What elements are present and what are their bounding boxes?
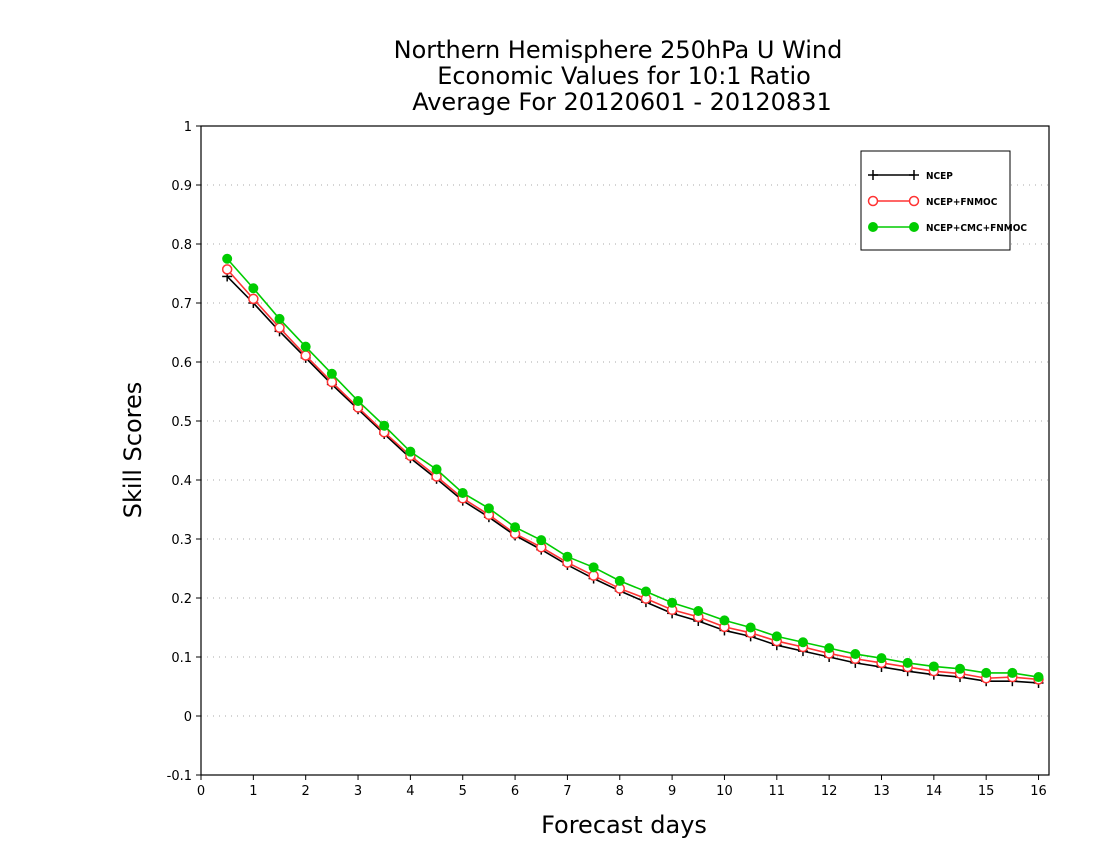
- open-circle-marker: [248, 293, 259, 305]
- gridlines: [201, 184, 1049, 717]
- filled-circle-marker: [483, 503, 494, 514]
- y-tick-label: 0.4: [171, 474, 192, 489]
- series-line: [226, 275, 1039, 684]
- filled-circle-marker: [824, 643, 835, 654]
- filled-circle-marker: [719, 615, 730, 626]
- series-line: [226, 258, 1039, 678]
- series-line: [226, 268, 1039, 681]
- filled-circle-marker: [1033, 672, 1044, 683]
- filled-circle-marker: [536, 535, 547, 546]
- filled-circle-marker: [248, 283, 259, 294]
- filled-circle-marker: [981, 667, 992, 678]
- open-circle-marker: [221, 264, 233, 275]
- series-ncep-fnmoc: [221, 264, 1044, 685]
- legend-entry: NCEP: [868, 170, 953, 182]
- y-axis-label: Skill Scores: [119, 382, 147, 519]
- x-tick-label: 3: [354, 784, 362, 799]
- x-tick-label: 11: [769, 784, 786, 799]
- y-tick-label: -0.1: [167, 769, 192, 784]
- filled-circle-marker: [510, 522, 521, 533]
- open-circle-marker: [908, 195, 920, 207]
- x-tick-label: 7: [563, 784, 571, 799]
- y-tick-label: 0: [184, 710, 192, 725]
- filled-circle-marker: [562, 551, 573, 562]
- x-tick-label: 9: [668, 784, 676, 799]
- filled-circle-marker: [667, 597, 678, 608]
- y-tick-label: 0.3: [171, 533, 192, 548]
- y-tick-label: 0.6: [171, 356, 192, 371]
- x-tick-label: 15: [978, 784, 995, 799]
- filled-circle-marker: [379, 420, 390, 431]
- filled-circle-marker: [868, 222, 878, 232]
- open-circle-marker: [274, 322, 285, 334]
- filled-circle-marker: [457, 487, 468, 498]
- y-tick-label: 0.1: [171, 651, 192, 666]
- y-tick-label: 1: [184, 120, 192, 135]
- filled-circle-marker: [614, 575, 625, 586]
- filled-circle-marker: [222, 253, 233, 264]
- title-line-2: Economic Values for 10:1 Ratio: [437, 62, 811, 90]
- legend-label: NCEP: [926, 171, 953, 182]
- x-tick-label: 16: [1030, 784, 1047, 799]
- open-circle-marker: [867, 195, 879, 207]
- legend-label: NCEP+CMC+FNMOC: [926, 223, 1027, 234]
- title-line-3: Average For 20120601 - 20120831: [412, 88, 832, 116]
- chart-title: Northern Hemisphere 250hPa U Wind Econom…: [394, 36, 843, 116]
- x-tick-label: 14: [926, 784, 943, 799]
- filled-circle-marker: [909, 222, 919, 232]
- filled-circle-marker: [588, 562, 599, 573]
- y-tick-label: 0.5: [171, 415, 192, 430]
- x-tick-label: 2: [302, 784, 310, 799]
- x-axis-label: Forecast days: [541, 811, 707, 839]
- plus-marker: [909, 170, 919, 180]
- filled-circle-marker: [326, 368, 337, 379]
- y-tick-label: 0.8: [171, 238, 192, 253]
- filled-circle-marker: [274, 313, 285, 324]
- open-circle-marker: [300, 350, 311, 361]
- filled-circle-marker: [928, 661, 939, 672]
- legend-entry: NCEP+FNMOC: [867, 195, 998, 208]
- legend: NCEP NCEP+FNMOC NCEP+CMC+FNMOC: [860, 150, 1027, 251]
- filled-circle-marker: [405, 446, 416, 457]
- x-tick-label: 10: [716, 784, 733, 799]
- filled-circle-marker: [876, 653, 887, 664]
- series-group: [221, 253, 1044, 688]
- x-tick-label: 1: [249, 784, 257, 799]
- filled-circle-marker: [771, 631, 782, 642]
- series-ncep-cmc-fnmoc: [222, 253, 1044, 683]
- x-tick-label: 6: [511, 784, 519, 799]
- legend-entry: NCEP+CMC+FNMOC: [868, 222, 1027, 234]
- filled-circle-marker: [1007, 667, 1018, 678]
- y-tick-label: 0.2: [171, 592, 192, 607]
- open-circle-marker: [326, 376, 338, 388]
- legend-label: NCEP+FNMOC: [926, 197, 998, 208]
- filled-circle-marker: [955, 663, 966, 674]
- filled-circle-marker: [693, 605, 704, 616]
- title-line-1: Northern Hemisphere 250hPa U Wind: [394, 36, 843, 64]
- open-circle-marker: [588, 570, 599, 581]
- plus-marker: [868, 170, 878, 180]
- axis-ticks: -0.100.10.20.30.40.50.60.70.80.910 1 2 3 4 5 6…: [167, 120, 1047, 799]
- filled-circle-marker: [353, 395, 364, 406]
- x-tick-label: 8: [616, 784, 624, 799]
- x-tick-label: 5: [459, 784, 467, 799]
- filled-circle-marker: [640, 586, 651, 597]
- x-tick-label: 12: [821, 784, 838, 799]
- filled-circle-marker: [300, 341, 311, 352]
- filled-circle-marker: [745, 622, 756, 633]
- filled-circle-marker: [431, 464, 442, 475]
- filled-circle-marker: [902, 657, 913, 668]
- plot-frame: [200, 125, 1050, 776]
- x-tick-label: 0: [197, 784, 205, 799]
- x-tick-label: 13: [873, 784, 890, 799]
- y-tick-label: 0.9: [171, 179, 192, 194]
- filled-circle-marker: [850, 649, 861, 660]
- filled-circle-marker: [797, 637, 808, 648]
- y-tick-label: 0.7: [171, 297, 192, 312]
- x-tick-label: 4: [406, 784, 414, 799]
